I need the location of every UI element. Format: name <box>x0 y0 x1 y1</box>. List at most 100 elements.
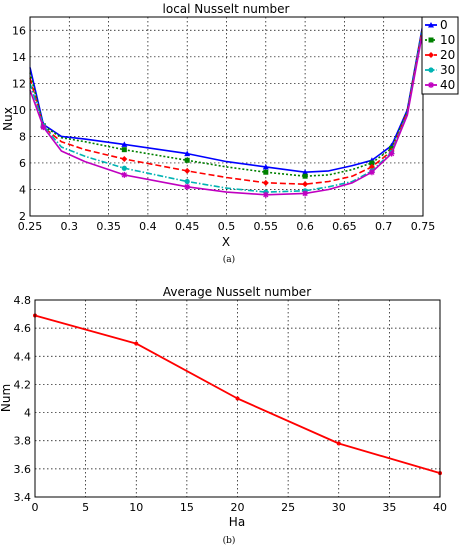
panel-a: 0.25 0.3 0.35 0.4 0.45 0.5 0.55 0.6 0.65 0.7 0.75 … <box>1 2 459 265</box>
y-tick-label: 4.2 <box>14 378 32 391</box>
panel-a-x-label: X <box>222 235 230 249</box>
x-tick-label: 0.7 <box>375 220 393 233</box>
y-tick-label: 3.6 <box>14 463 32 476</box>
data-point <box>184 167 191 174</box>
panel-b-y-label: Num <box>0 384 13 412</box>
y-tick-label: 4 <box>24 407 31 420</box>
x-tick-label: 0 <box>32 501 39 514</box>
data-point <box>121 155 128 162</box>
x-tick-label: 20 <box>231 501 245 514</box>
x-tick-label: 0.75 <box>411 220 436 233</box>
legend-marker <box>428 67 434 73</box>
data-point <box>184 183 191 190</box>
data-point <box>263 169 269 175</box>
panel-a-plot-frame <box>29 16 424 217</box>
panel-b-caption: (b) <box>223 535 236 546</box>
legend-label: 30 <box>440 63 455 77</box>
panel-b: 0 5 10 15 20 25 30 35 40 3.43.63.844.24.44.64.8 … <box>0 285 447 546</box>
legend-marker <box>428 52 434 58</box>
series-0 <box>29 23 424 175</box>
y-tick-label: 6 <box>19 157 26 170</box>
legend-item: 30 <box>425 63 455 77</box>
y-tick-label: 3.8 <box>14 435 32 448</box>
panel-b-series <box>33 313 442 476</box>
y-tick-label: 16 <box>12 24 26 37</box>
x-tick-label: 30 <box>332 501 346 514</box>
panel-a-series <box>29 23 424 198</box>
data-point <box>40 124 47 131</box>
y-tick-label: 2 <box>19 210 26 223</box>
data-point <box>121 165 127 171</box>
y-tick-label: 4.8 <box>14 294 32 307</box>
series-line <box>29 27 424 193</box>
panel-b-y-ticks: 3.4 3.6 3.8 4 4.2 4.4 4.6 4.8 <box>14 294 32 504</box>
y-tick-label: 4.4 <box>14 350 32 363</box>
y-tick-label: 12 <box>12 77 26 90</box>
legend-label: 40 <box>440 78 455 92</box>
data-point <box>302 190 309 197</box>
x-tick-label: 10 <box>129 501 143 514</box>
data-point <box>184 150 191 157</box>
panel-a-x-ticks: 0.25 0.3 0.35 0.4 0.45 0.5 0.55 0.6 0.65 0.7 0.75 <box>18 220 436 233</box>
x-tick-label: 0.55 <box>254 220 279 233</box>
panel-a-grid <box>30 17 423 216</box>
legend-marker <box>428 82 434 88</box>
legend-marker <box>428 37 434 43</box>
data-point <box>302 181 309 188</box>
x-tick-label: 15 <box>180 501 194 514</box>
data-point <box>184 178 190 185</box>
x-tick-label: 0.4 <box>139 220 157 233</box>
legend-item: 20 <box>425 48 455 62</box>
legend-item: 40 <box>425 78 455 92</box>
x-tick-label: 0.45 <box>175 220 200 233</box>
legend-label: 10 <box>440 33 455 47</box>
legend-label: 0 <box>440 18 448 32</box>
panel-a-title: local Nusselt number <box>163 2 290 16</box>
x-tick-label: 0.25 <box>18 220 43 233</box>
panel-a-y-label: Nux <box>1 107 15 131</box>
data-point <box>388 150 395 157</box>
data-point <box>302 173 308 179</box>
y-tick-label: 4 <box>19 183 26 196</box>
data-point <box>134 341 139 346</box>
legend-label: 20 <box>440 48 455 62</box>
y-tick-label: 4.6 <box>14 322 32 335</box>
y-tick-label: 3.4 <box>14 491 32 504</box>
legend-item: 0 <box>425 18 448 32</box>
data-point <box>369 160 375 166</box>
x-tick-label: 25 <box>281 501 295 514</box>
x-tick-label: 5 <box>82 501 89 514</box>
data-point <box>184 157 190 163</box>
panel-b-x-label: Ha <box>229 515 245 529</box>
data-point <box>121 171 128 178</box>
data-point <box>235 396 240 401</box>
x-tick-label: 0.35 <box>96 220 121 233</box>
legend-item: 10 <box>425 33 455 47</box>
panel-a-caption: (a) <box>223 254 235 265</box>
x-tick-label: 0.3 <box>61 220 79 233</box>
y-tick-label: 10 <box>12 104 26 117</box>
x-tick-label: 0.65 <box>332 220 357 233</box>
x-tick-label: 0.5 <box>218 220 236 233</box>
x-tick-label: 35 <box>382 501 396 514</box>
x-tick-label: 0.6 <box>296 220 314 233</box>
data-point <box>262 163 269 170</box>
data-point <box>262 191 269 198</box>
data-point <box>336 441 341 446</box>
panel-b-x-ticks: 0 5 10 15 20 25 30 35 40 <box>32 501 448 514</box>
series-line <box>29 24 424 177</box>
x-tick-label: 40 <box>433 501 447 514</box>
series-40 <box>29 30 424 198</box>
panel-b-plot-frame <box>34 299 441 498</box>
data-point <box>262 179 269 186</box>
data-point <box>121 141 128 147</box>
data-point <box>121 147 127 153</box>
data-point <box>368 169 375 176</box>
panel-a-y-ticks: 2 4 6 8 10 12 14 16 <box>12 24 26 223</box>
data-point <box>302 169 309 175</box>
series-0 <box>33 313 442 476</box>
panel-b-title: Average Nusselt number <box>163 285 311 299</box>
y-tick-label: 8 <box>19 130 26 143</box>
